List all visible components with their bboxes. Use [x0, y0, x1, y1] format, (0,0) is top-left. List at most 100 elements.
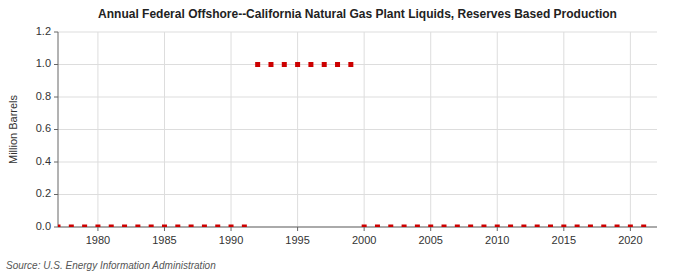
data-point [481, 225, 486, 228]
y-axis-label: Million Barrels [7, 94, 19, 164]
x-tick-label: 2020 [618, 234, 642, 246]
chart-title: Annual Federal Offshore--California Natu… [98, 7, 617, 21]
data-point [548, 225, 553, 228]
x-tick [164, 227, 165, 231]
data-point [202, 225, 207, 228]
data-point [322, 62, 327, 67]
chart-container: 0.0 0.2 0.4 0.6 0.8 1.0 1.2 1980 1985 1990 1995 200… [0, 0, 675, 275]
x-tick [364, 227, 365, 231]
y-tick-label: 1.2 [36, 25, 51, 37]
x-grid-line [164, 32, 165, 227]
data-point [375, 225, 380, 228]
data-point [561, 225, 566, 228]
data-layer [58, 62, 646, 227]
x-grid-line [430, 32, 431, 227]
y-grid-line [58, 32, 657, 33]
x-tick-label: 1995 [285, 234, 309, 246]
data-point [149, 225, 154, 228]
data-point [162, 225, 167, 228]
x-tick-label: 2005 [418, 234, 442, 246]
y-grid-line [58, 129, 657, 130]
y-tick [54, 64, 58, 65]
data-point [335, 62, 340, 67]
data-point [175, 225, 180, 228]
data-point [95, 225, 100, 228]
data-point [295, 62, 300, 67]
x-tick [97, 227, 98, 231]
data-point [122, 225, 127, 228]
chart-svg: 0.0 0.2 0.4 0.6 0.8 1.0 1.2 1980 1985 1990 1995 200… [0, 0, 675, 275]
data-point [468, 225, 473, 228]
data-point [189, 225, 194, 228]
y-grid-line [58, 227, 657, 228]
data-point [362, 225, 367, 228]
grid [58, 32, 657, 227]
x-grid-line [563, 32, 564, 227]
data-point [428, 225, 433, 228]
y-tick-label: 0.0 [36, 220, 51, 232]
x-grid-line [630, 32, 631, 227]
data-point [601, 225, 606, 228]
data-point [521, 225, 526, 228]
data-point [575, 225, 580, 228]
data-point [229, 225, 234, 228]
x-tick [430, 227, 431, 231]
data-point [58, 225, 61, 228]
data-point [109, 225, 114, 228]
data-point [641, 225, 646, 228]
data-point [402, 225, 407, 228]
data-point [442, 225, 447, 228]
data-point [388, 225, 393, 228]
data-point [348, 62, 353, 67]
data-point [282, 62, 287, 67]
data-point [495, 225, 500, 228]
data-point [308, 62, 313, 67]
data-point [135, 225, 140, 228]
data-point [535, 225, 540, 228]
x-tick-label: 2010 [485, 234, 509, 246]
x-tick-label: 2000 [352, 234, 376, 246]
y-grid-line [58, 64, 657, 65]
x-grid-line [497, 32, 498, 227]
data-point [588, 225, 593, 228]
data-point [82, 225, 87, 228]
y-tick [54, 32, 58, 33]
x-grid-line [297, 32, 298, 227]
x-grid-line [364, 32, 365, 227]
data-point [615, 225, 620, 228]
data-point [255, 62, 260, 67]
data-point [69, 225, 74, 228]
y-grid-line [58, 162, 657, 163]
x-tick-label: 1980 [86, 234, 110, 246]
x-tick [297, 227, 298, 231]
x-tick-label: 1990 [219, 234, 243, 246]
y-tick [54, 227, 58, 228]
data-point [215, 225, 220, 228]
data-point [455, 225, 460, 228]
y-tick-label: 0.2 [36, 187, 51, 199]
x-grid-line [97, 32, 98, 227]
y-tick-label: 0.8 [36, 90, 51, 102]
y-grid-line [58, 194, 657, 195]
data-point [415, 225, 420, 228]
y-axis-line [58, 32, 59, 227]
source-note: Source: U.S. Energy Information Administ… [6, 260, 216, 271]
y-tick-label: 0.6 [36, 122, 51, 134]
y-tick [54, 129, 58, 130]
data-point [268, 62, 273, 67]
axes: 0.0 0.2 0.4 0.6 0.8 1.0 1.2 1980 1985 1990 1995 200… [36, 25, 657, 246]
y-tick-label: 1.0 [36, 57, 51, 69]
x-tick [231, 227, 232, 231]
data-point [628, 225, 633, 228]
x-grid-line [231, 32, 232, 227]
data-point [242, 225, 247, 228]
x-tick-label: 2015 [552, 234, 576, 246]
y-tick-label: 0.4 [36, 155, 51, 167]
y-tick [54, 194, 58, 195]
x-axis-line [58, 227, 657, 228]
y-tick [54, 97, 58, 98]
y-grid-line [58, 97, 657, 98]
x-tick [630, 227, 631, 231]
x-tick-label: 1985 [152, 234, 176, 246]
x-tick [563, 227, 564, 231]
